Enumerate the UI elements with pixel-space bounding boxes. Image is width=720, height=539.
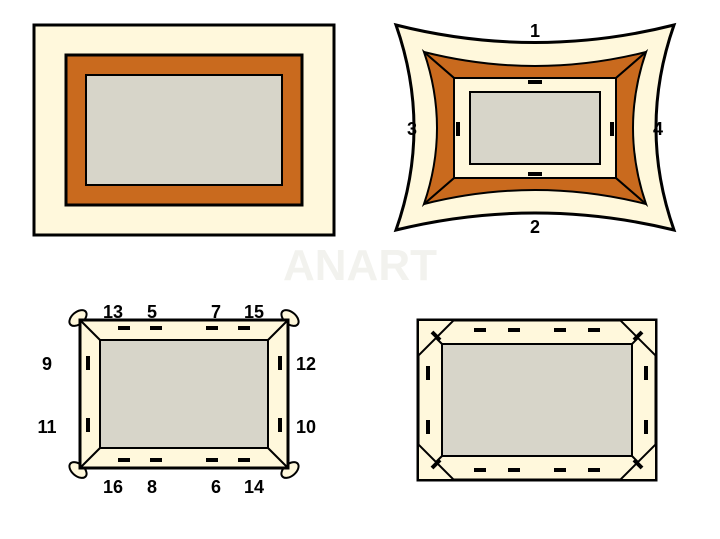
number-label: 7 [211,302,221,322]
panel-frame-plain [34,25,334,235]
number-label: 10 [296,417,316,437]
number-label: 6 [211,477,221,497]
number-label: 14 [244,477,264,497]
panel-stapled-open [66,307,301,481]
number-label: 3 [407,119,417,139]
number-label: 1 [530,21,540,41]
number-label: 12 [296,354,316,374]
diagram-svg: ANART [0,0,720,539]
panel-stapled-folded [418,320,656,480]
number-label: 4 [653,119,663,139]
number-label: 11 [37,417,56,437]
number-label: 13 [103,302,123,322]
panel-curved-canvas [396,25,674,230]
number-label: 5 [147,302,157,322]
number-label: 16 [103,477,123,497]
number-label: 2 [530,217,540,237]
number-label: 9 [42,354,52,374]
number-label: 8 [147,477,157,497]
diagram-canvas: ANART [0,0,720,539]
number-label: 15 [244,302,264,322]
watermark-text: ANART [283,241,437,290]
